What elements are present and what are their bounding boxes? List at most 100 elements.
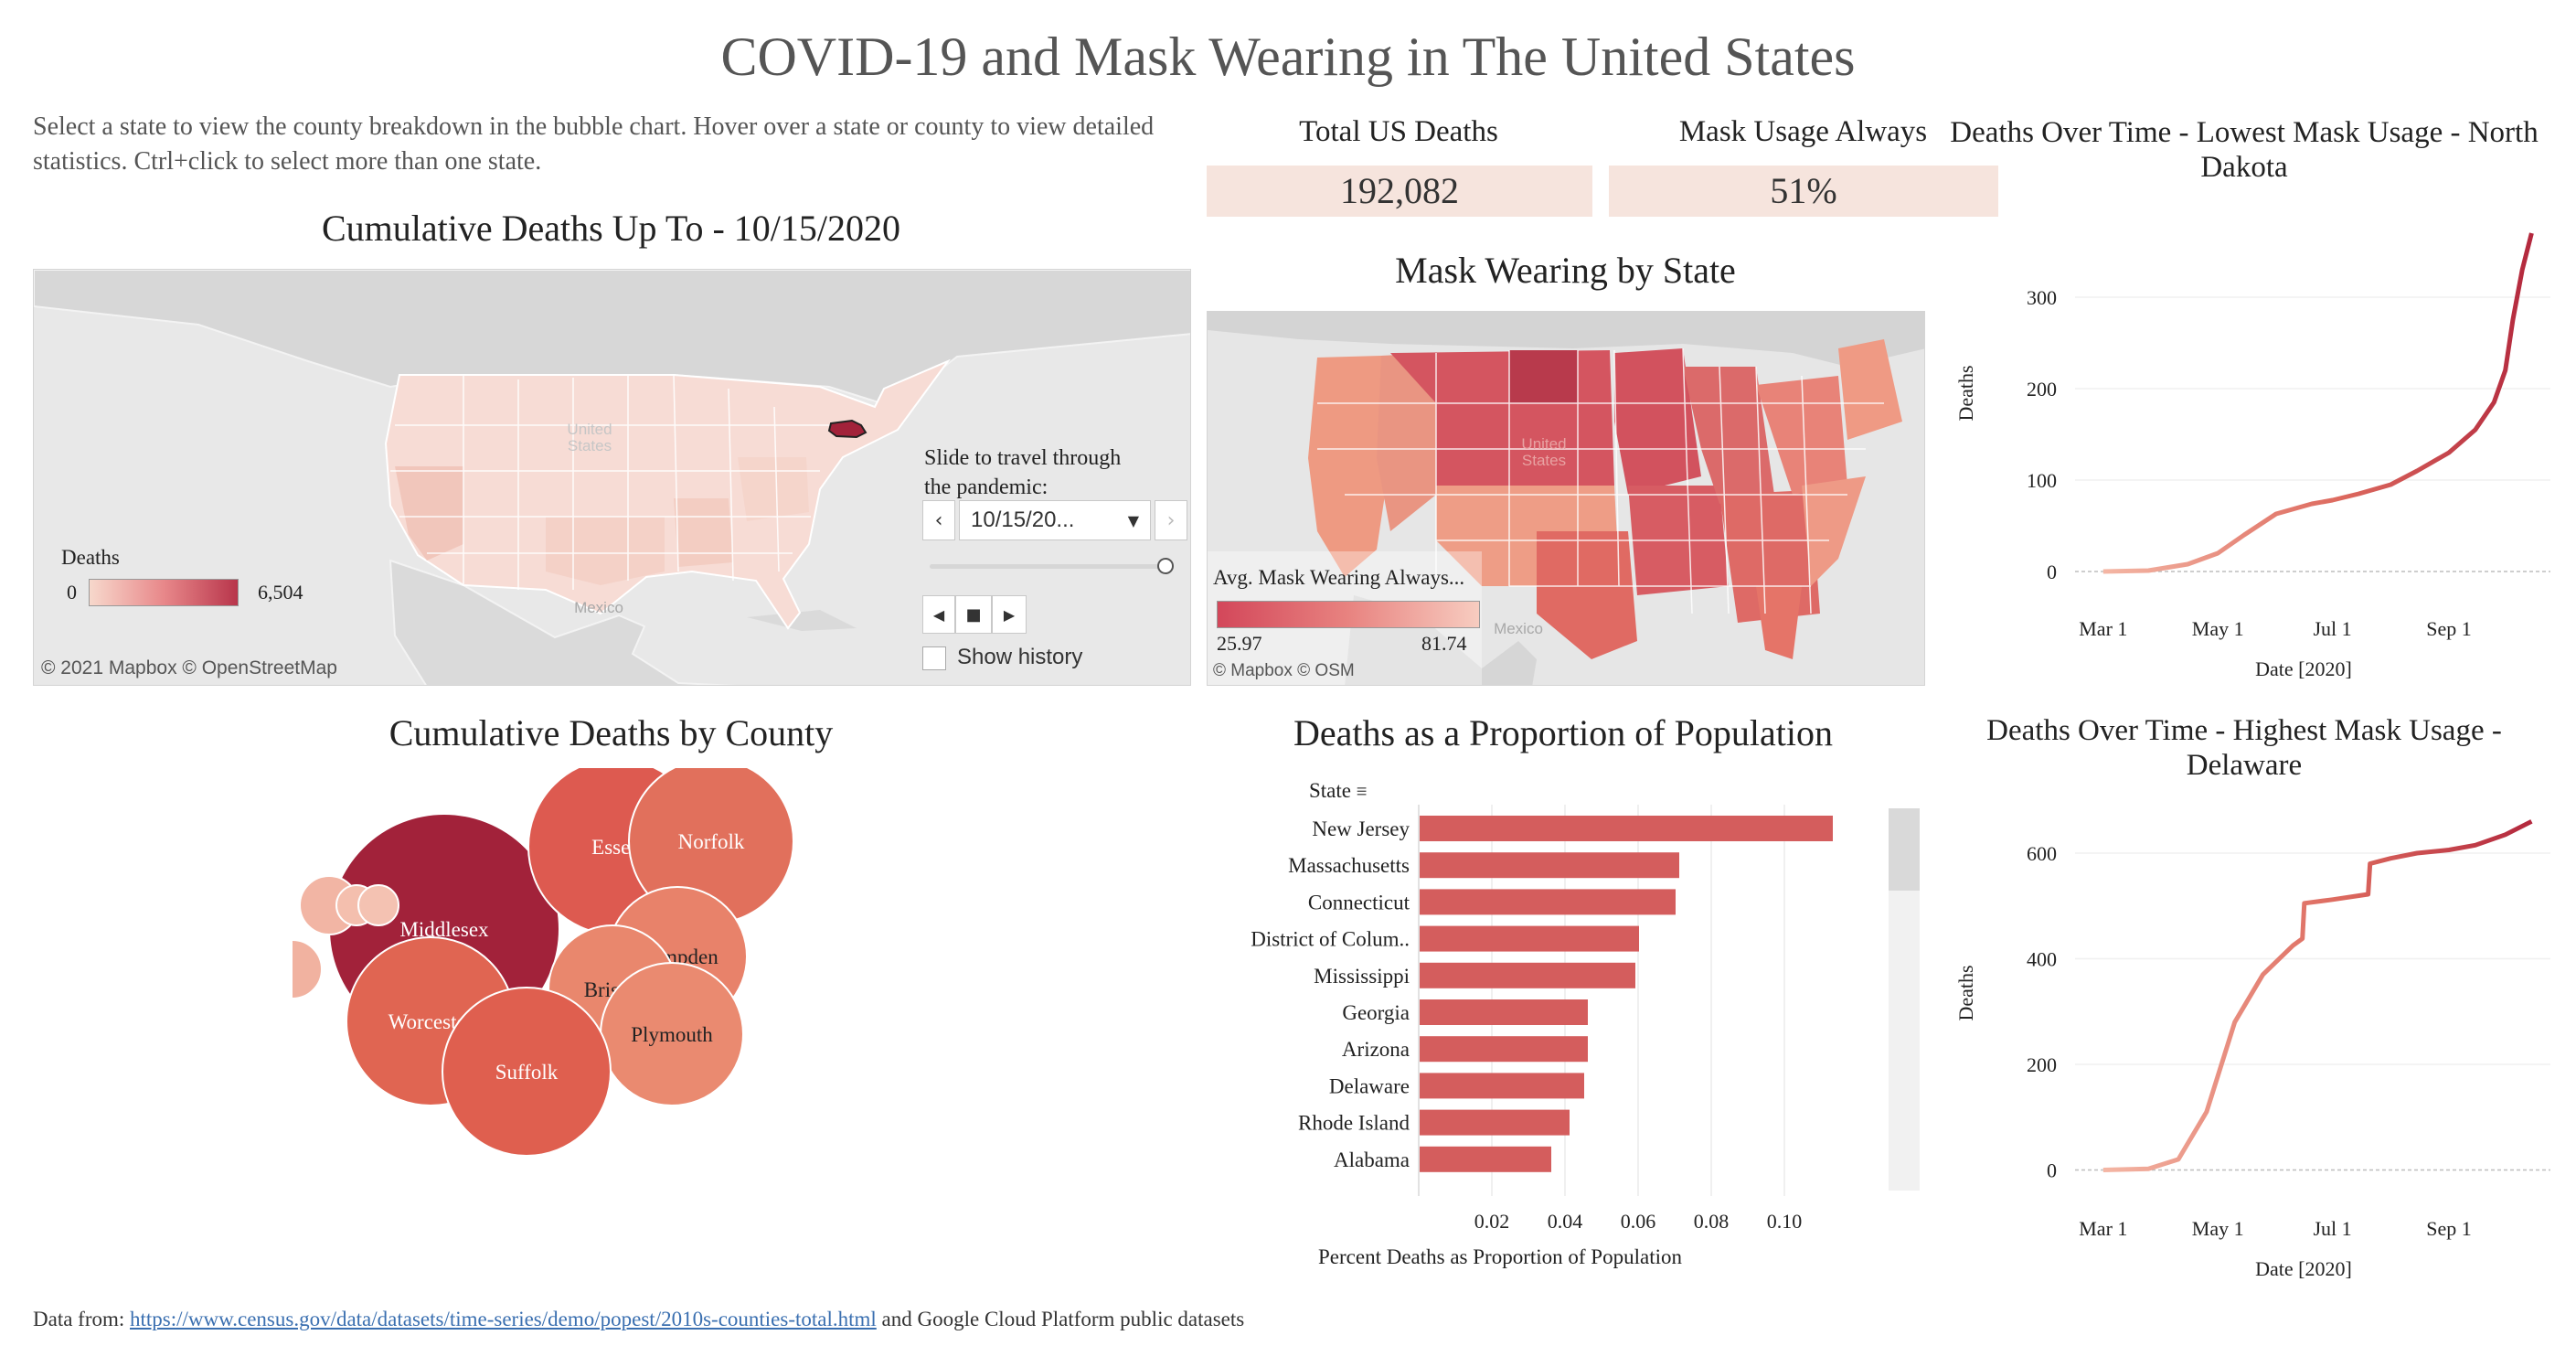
proportion-bar-chart[interactable]: New Jersey Massachusetts Connecticut Distri… — [1207, 805, 1911, 1280]
bar-category-label: Arizona — [1342, 1038, 1410, 1061]
bar-9[interactable] — [1420, 1146, 1551, 1172]
cumulative-map-canvas: United States Mexico — [34, 270, 1190, 685]
map-mexico-label: Mexico — [574, 599, 623, 616]
line-series[interactable] — [2102, 819, 2533, 1172]
play-button[interactable]: ▶ — [992, 595, 1027, 634]
bar-category-label: Delaware — [1329, 1074, 1410, 1097]
bubble-label: Norfolk — [678, 830, 745, 853]
bubble-suffolk[interactable]: Suffolk — [442, 987, 612, 1157]
massachusetts-shape — [827, 419, 868, 439]
chevron-right-icon: › — [1166, 508, 1176, 532]
step-back-icon: ◀ — [932, 605, 945, 624]
line-xtick-label: May 1 — [2192, 617, 2244, 640]
line-xtick-label: Mar 1 — [2079, 617, 2127, 640]
bar-category-label: District of Colum.. — [1251, 928, 1410, 951]
mask-map-title: Mask Wearing by State — [1395, 250, 1736, 291]
date-next-button[interactable]: › — [1155, 500, 1187, 540]
bar-category-label: Mississippi — [1314, 965, 1410, 988]
bar-0[interactable] — [1420, 816, 1833, 841]
time-slider-thumb[interactable] — [1157, 558, 1174, 574]
line-xlabel: Date [2020] — [2255, 1257, 2352, 1280]
mask-map-mexico-label: Mexico — [1494, 620, 1543, 637]
bar-category-label: Rhode Island — [1298, 1112, 1410, 1135]
mask-legend-max: 81.74 — [1421, 632, 1467, 655]
date-prev-button[interactable]: ‹ — [922, 500, 955, 540]
line-xtick-label: Mar 1 — [2079, 1217, 2127, 1240]
date-dropdown[interactable]: 10/15/20... ▼ — [959, 500, 1151, 540]
step-back-button[interactable]: ◀ — [922, 595, 955, 634]
bar-1[interactable] — [1420, 852, 1679, 879]
stop-button[interactable]: ■ — [955, 595, 992, 634]
bar-5[interactable] — [1420, 999, 1588, 1025]
bubble-label: Plymouth — [631, 1023, 713, 1046]
line-series[interactable] — [2102, 232, 2534, 574]
mask-legend-min: 25.97 — [1217, 632, 1262, 655]
show-history-checkbox[interactable] — [922, 646, 946, 670]
line-xtick-label: May 1 — [2192, 1217, 2244, 1240]
bar-category-label: Georgia — [1342, 1001, 1410, 1024]
line-ytick-label: 0 — [2047, 1159, 2057, 1181]
bar-2[interactable] — [1420, 889, 1676, 915]
chevron-left-icon: ‹ — [934, 508, 943, 532]
bubble-plymouth[interactable]: Plymouth — [600, 962, 744, 1106]
map-us-label-1: United — [567, 421, 612, 438]
total-deaths-label: Total US Deaths — [1299, 115, 1498, 148]
us-states-shape — [384, 358, 951, 630]
cumulative-map-title: Cumulative Deaths Up To - 10/15/2020 — [321, 208, 901, 249]
de-line-chart[interactable]: 0 200 400 600 Mar 1 May 1 Jul 1 Sep 1 Date [2020… — [1938, 792, 2569, 1286]
cumulative-deaths-map[interactable]: United States Mexico Deaths 0 6,504 © 20… — [33, 269, 1191, 686]
bar-7[interactable] — [1420, 1073, 1584, 1099]
bar-xtick-label: 0.04 — [1548, 1210, 1583, 1233]
play-icon: ▶ — [1003, 605, 1016, 624]
line-ytick-label: 600 — [2027, 842, 2057, 865]
bubble-small-3[interactable] — [357, 884, 399, 926]
total-deaths-value: 192,082 — [1207, 166, 1592, 217]
mask-wearing-map[interactable]: United States Mexico Avg. Mask Wearing A… — [1207, 311, 1925, 686]
instructions-text: Select a state to view the county breakd… — [33, 112, 1155, 176]
line-xlabel: Date [2020] — [2255, 657, 2352, 680]
proportion-header-label: State — [1309, 779, 1351, 802]
line-ytick-label: 200 — [2027, 1053, 2057, 1076]
bar-4[interactable] — [1420, 962, 1635, 988]
bar-8[interactable] — [1420, 1109, 1570, 1136]
show-history-label: Show history — [957, 645, 1083, 669]
bar-3[interactable] — [1420, 925, 1639, 952]
date-dropdown-value: 10/15/20... — [971, 507, 1075, 532]
line-ylabel: Deaths — [1954, 365, 1977, 421]
line-xtick-label: Sep 1 — [2426, 617, 2472, 640]
bar-category-label: New Jersey — [1312, 817, 1410, 840]
sort-icon[interactable]: ≡ — [1356, 782, 1368, 802]
nd-chart-title: Deaths Over Time - Lowest Mask Usage - N… — [1950, 116, 2539, 184]
mapbox-credit: © 2021 Mapbox © OpenStreetMap — [41, 657, 337, 678]
deaths-legend-min: 0 — [67, 581, 77, 604]
de-chart-title: Deaths Over Time - Highest Mask Usage - … — [1986, 714, 2502, 782]
nd-line-chart[interactable]: 0 100 200 300 Mar 1 May 1 Jul 1 Sep 1 Date [2020… — [1938, 192, 2569, 686]
line-ytick-label: 100 — [2027, 469, 2057, 492]
bar-xtick-label: 0.06 — [1621, 1210, 1656, 1233]
bar-xtick-label: 0.08 — [1694, 1210, 1730, 1233]
line-ytick-label: 0 — [2047, 561, 2057, 583]
line-ylabel: Deaths — [1954, 965, 1977, 1020]
proportion-header: State ≡ — [1309, 779, 1367, 803]
census-link[interactable]: https://www.census.gov/data/datasets/tim… — [130, 1308, 877, 1330]
deaths-legend-title: Deaths — [61, 546, 120, 569]
line-ytick-label: 300 — [2027, 286, 2057, 309]
bubble-chart-title: Cumulative Deaths by County — [389, 712, 834, 753]
slider-label: Slide to travel through the pandemic: — [924, 446, 1122, 499]
bubble-norfolk[interactable]: Norfolk — [628, 768, 794, 924]
bubble-label: Middlesex — [399, 918, 489, 941]
bar-scrollbar-track[interactable] — [1889, 808, 1920, 1191]
bar-xtick-label: 0.10 — [1767, 1210, 1803, 1233]
bar-scrollbar-thumb[interactable] — [1889, 808, 1920, 891]
caret-down-icon: ▼ — [1127, 511, 1139, 529]
deaths-legend-max: 6,504 — [258, 581, 303, 604]
bubble-small-4[interactable] — [293, 939, 323, 999]
footer-prefix: Data from: — [33, 1308, 131, 1330]
mask-legend-gradient — [1217, 601, 1480, 628]
proportion-xlabel: Percent Deaths as Proportion of Populati… — [1318, 1245, 1682, 1268]
mask-usage-value: 51% — [1609, 166, 1998, 217]
time-slider-track[interactable] — [930, 564, 1166, 569]
bar-category-label: Connecticut — [1308, 891, 1410, 913]
bar-6[interactable] — [1420, 1036, 1588, 1063]
